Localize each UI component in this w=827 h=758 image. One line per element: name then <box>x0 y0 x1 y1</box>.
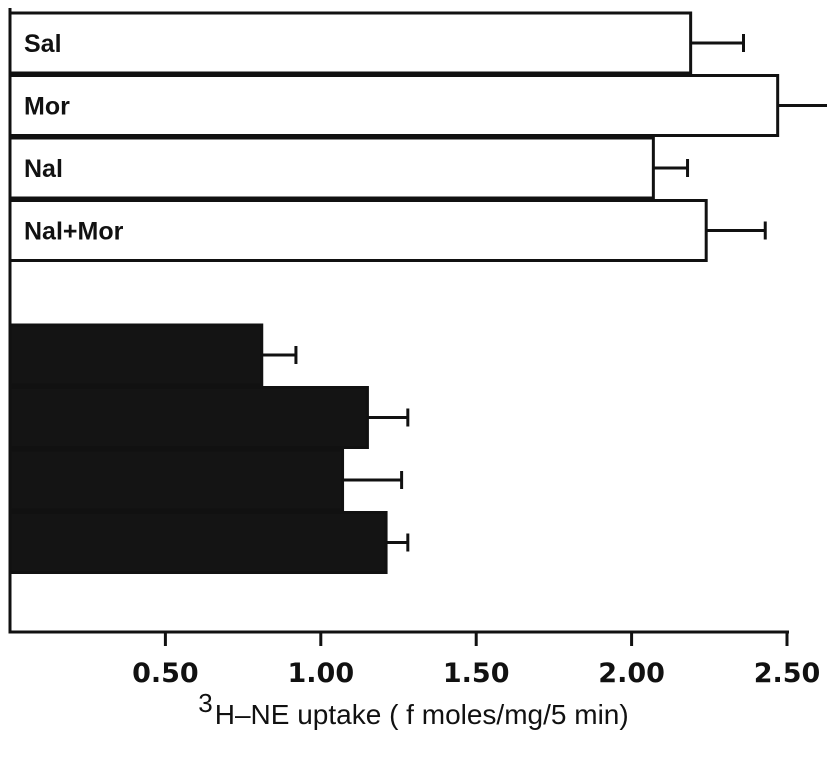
bar-label: Nal <box>24 155 63 183</box>
bar <box>8 199 708 262</box>
bar <box>8 74 780 137</box>
bar-group <box>8 511 410 574</box>
bar <box>8 448 345 512</box>
bar <box>8 11 693 75</box>
bar-group: Sal <box>8 11 745 75</box>
bar <box>8 511 388 574</box>
bar-group <box>8 323 298 387</box>
bar-label: Sal <box>24 30 62 58</box>
x-tick-label: 1.00 <box>287 658 354 689</box>
bar-label: Nal+Mor <box>24 218 124 246</box>
bar-label: Mor <box>24 93 70 121</box>
bar-group: Mor <box>8 74 827 137</box>
x-axis-label: 3H–NE uptake ( f moles/mg/5 min) <box>0 688 827 731</box>
x-tick-label: 2.50 <box>754 658 821 689</box>
bar-group: Nal <box>8 136 690 200</box>
bars-layer: Sal Mor Nal Nal+Mor <box>8 11 827 574</box>
x-tick-label: 2.00 <box>598 658 665 689</box>
bar <box>8 136 655 200</box>
bar-group <box>8 386 410 449</box>
bar <box>8 386 369 449</box>
bar-group <box>8 448 404 512</box>
x-tick-label: 0.50 <box>132 658 199 689</box>
x-axis-label-superscript: 3 <box>198 688 213 718</box>
x-tick-label: 1.50 <box>443 658 510 689</box>
bar-group: Nal+Mor <box>8 199 767 262</box>
axes-layer: 0.50 1.00 1.50 2.00 2.50 <box>8 8 821 689</box>
bar <box>8 323 264 387</box>
x-axis-label-text: H–NE uptake ( f moles/mg/5 min) <box>214 699 629 730</box>
